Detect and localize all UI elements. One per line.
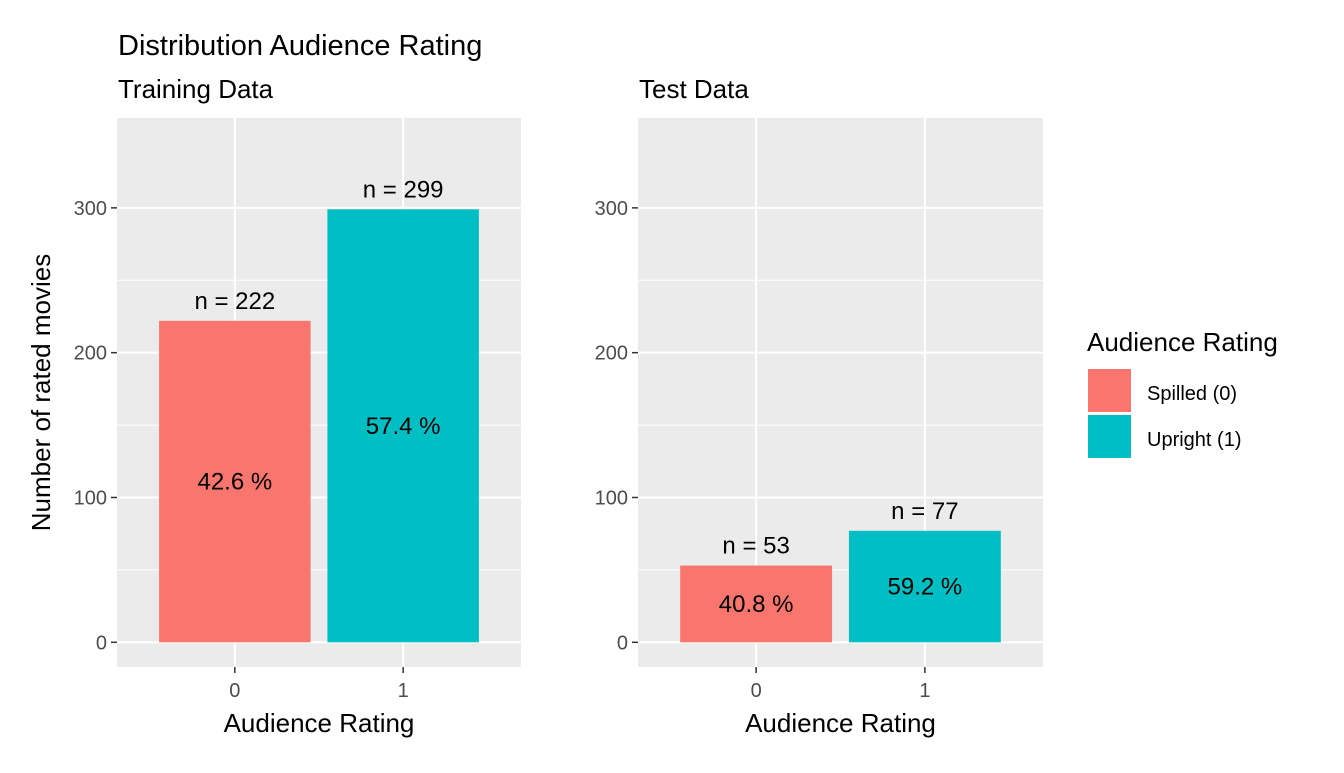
count-label: n = 53 xyxy=(722,533,789,560)
legend-label-upright: Upright (1) xyxy=(1147,429,1241,451)
legend-title: Audience Rating xyxy=(1087,327,1278,357)
count-label: n = 77 xyxy=(891,498,958,525)
legend-label-spilled: Spilled (0) xyxy=(1147,383,1237,405)
panel-subtitle: Training Data xyxy=(118,74,274,104)
bar-1 xyxy=(327,209,479,643)
y-tick-label: 300 xyxy=(595,198,628,220)
x-tick-label: 1 xyxy=(919,680,930,702)
training-panel: Training Data 0 100 200 300 n = 222 42.6 % n = … xyxy=(26,74,521,738)
percent-label: 40.8 % xyxy=(719,591,794,618)
bar-0 xyxy=(159,320,311,643)
percent-label: 42.6 % xyxy=(197,469,272,496)
x-axis-title: Audience Rating xyxy=(224,708,415,738)
y-tick-label: 0 xyxy=(617,632,628,654)
y-tick-label: 200 xyxy=(74,343,107,365)
chart-title: Distribution Audience Rating xyxy=(118,30,482,62)
panel-subtitle: Test Data xyxy=(639,74,749,104)
test-panel: Test Data 0 100 200 300 n = 53 40.8 % n = 77 59.… xyxy=(595,74,1043,738)
count-label: n = 299 xyxy=(363,176,444,203)
count-label: n = 222 xyxy=(194,288,275,315)
x-tick-label: 1 xyxy=(398,680,409,702)
y-tick-label: 0 xyxy=(96,632,107,654)
percent-label: 57.4 % xyxy=(366,413,441,440)
legend-key-upright xyxy=(1088,415,1131,458)
y-tick-label: 100 xyxy=(595,487,628,509)
y-tick-label: 300 xyxy=(74,198,107,220)
y-axis-title: Number of rated movies xyxy=(26,254,56,531)
y-tick-label: 200 xyxy=(595,343,628,365)
y-tick-label: 100 xyxy=(74,487,107,509)
bar-0 xyxy=(680,565,833,643)
bar-1 xyxy=(848,530,1001,643)
legend: Audience Rating Spilled (0) Upright (1) xyxy=(1087,327,1278,458)
x-tick-label: 0 xyxy=(751,680,762,702)
x-tick-label: 0 xyxy=(229,680,240,702)
x-axis-title: Audience Rating xyxy=(745,708,936,738)
percent-label: 59.2 % xyxy=(888,574,963,601)
legend-key-spilled xyxy=(1088,369,1131,412)
